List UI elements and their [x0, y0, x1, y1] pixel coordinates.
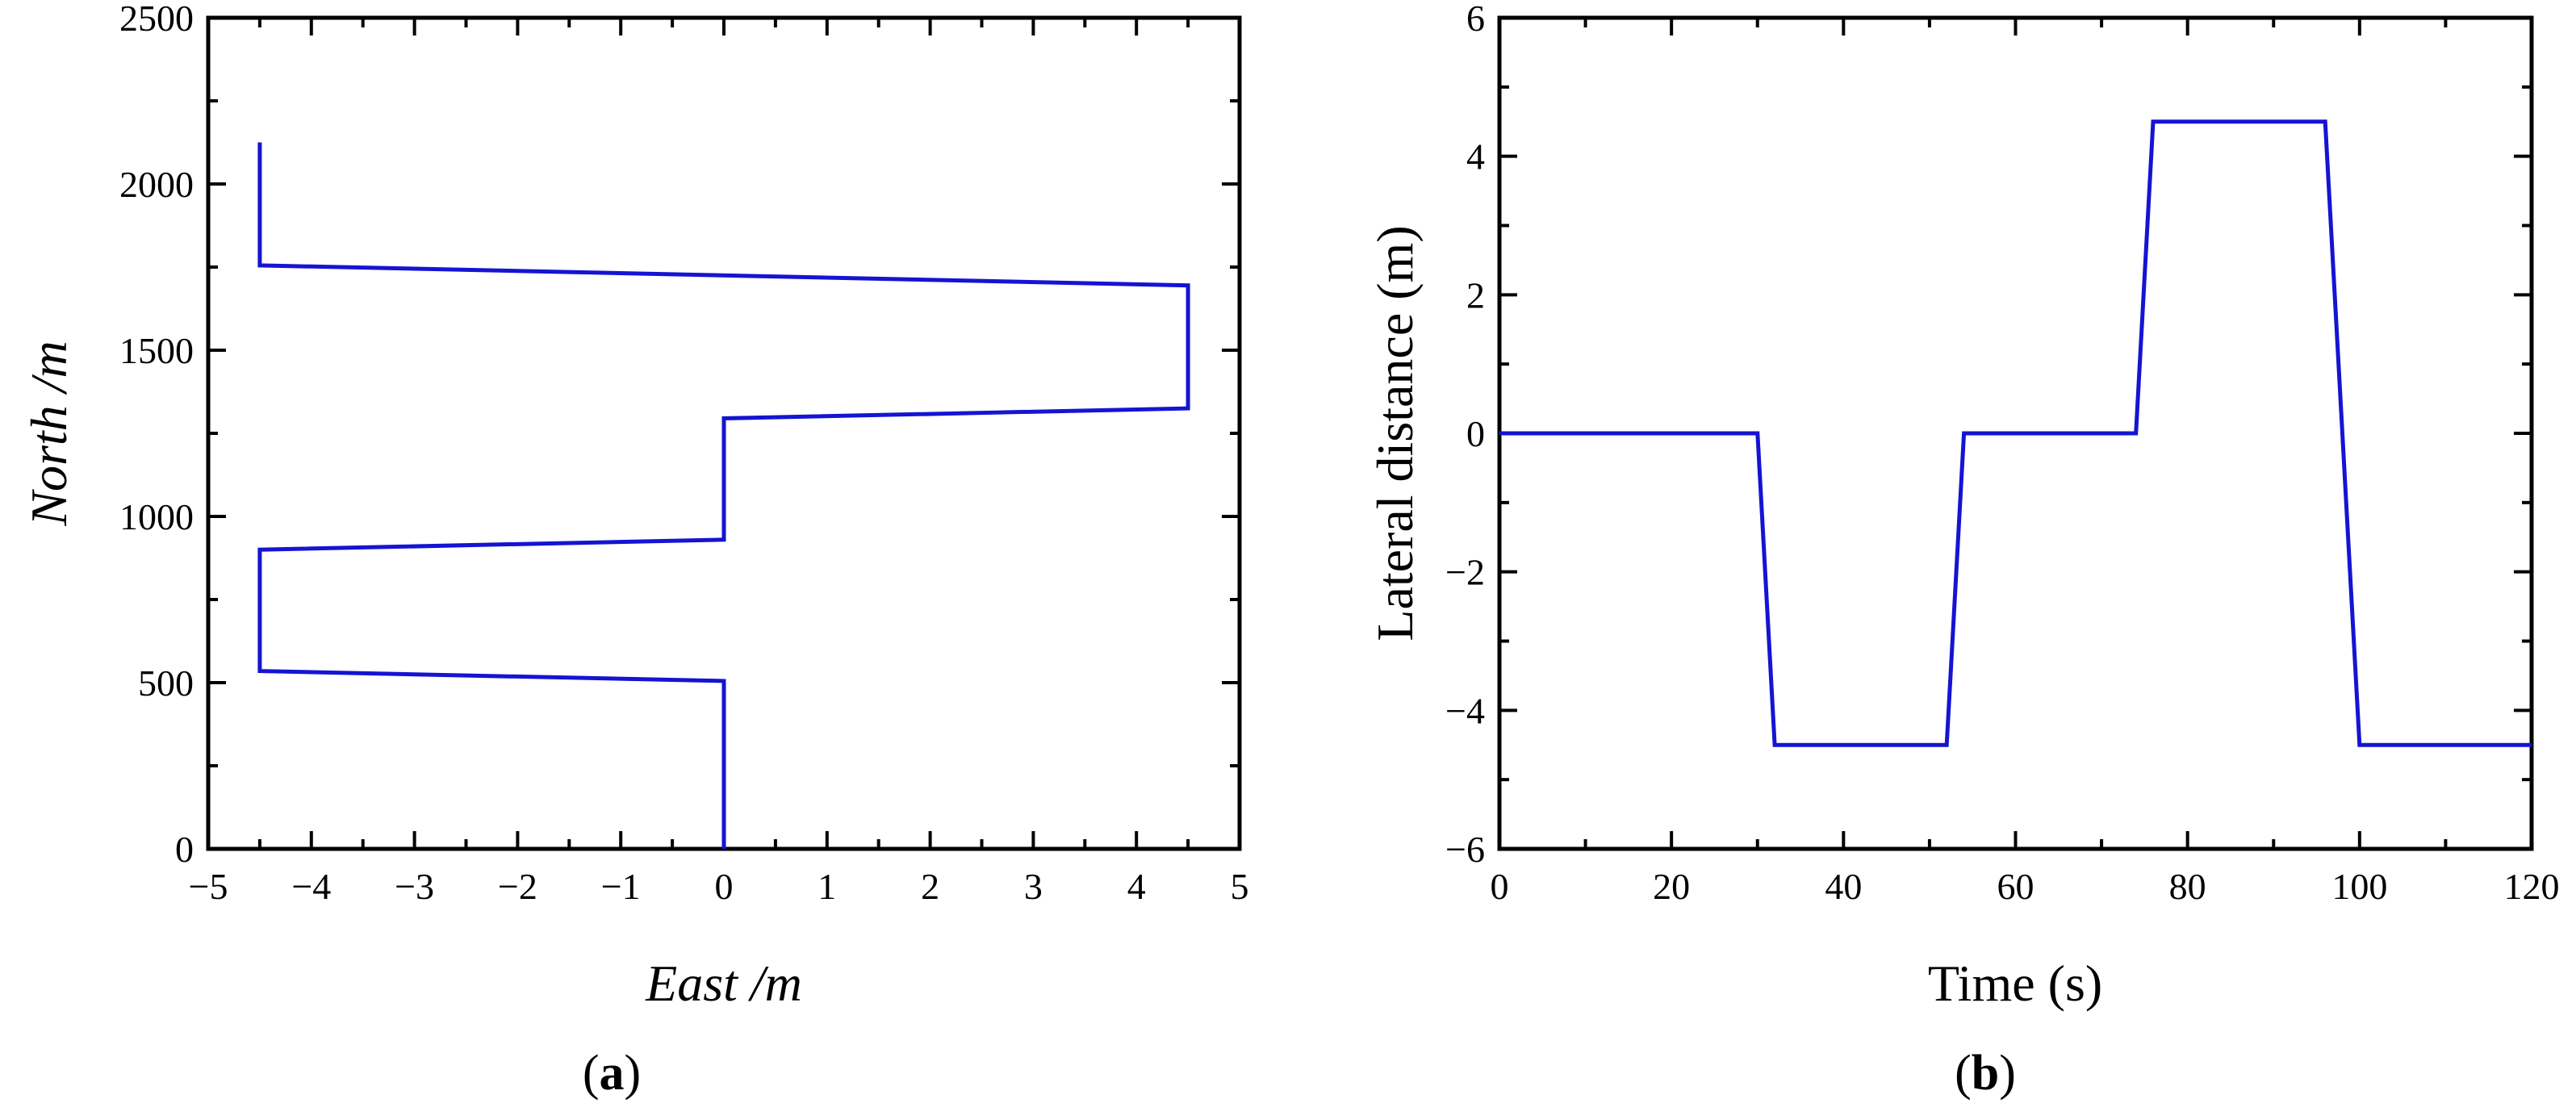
chart2-y-tick-label: 0 [1466, 413, 1485, 454]
chart1-x-tick-label: −5 [189, 866, 228, 907]
chart2-x-tick-label: 120 [2504, 866, 2560, 907]
chart2-y-tick-label: −4 [1445, 690, 1485, 731]
chart1-y-tick-label: 500 [138, 662, 194, 704]
chart1-x-tick-label: 1 [818, 866, 836, 907]
chart2-y-axis-title: Lateral distance (m) [1366, 225, 1424, 641]
chart2-panel-label: (b) [1955, 1046, 2016, 1101]
chart2-x-tick-label: 0 [1491, 866, 1509, 907]
chart1-x-tick-label: 3 [1024, 866, 1043, 907]
chart1-y-tick-label: 2500 [119, 0, 194, 39]
chart1-x-tick-label: −1 [601, 866, 641, 907]
chart1-x-tick-label: −3 [395, 866, 434, 907]
chart2-x-tick-label: 80 [2169, 866, 2206, 907]
chart1-x-axis-title: East /m [645, 955, 802, 1012]
chart2: 0 20 40 60 80 100 120 −6 −4 −2 0 2 4 6 Time (s) Lateral… [1366, 0, 2560, 1101]
chart2-x-tick-label: 60 [1997, 866, 2034, 907]
chart1-y-tick-label: 0 [175, 829, 194, 870]
chart2-y-tick-label: 4 [1466, 136, 1485, 178]
chart2-y-tick-label: −6 [1445, 829, 1485, 870]
chart1-x-tick-label: −4 [291, 866, 331, 907]
chart1-x-tick-label: 0 [715, 866, 734, 907]
chart1-x-tick-label: 4 [1127, 866, 1146, 907]
chart2-series-line [1499, 119, 2532, 747]
chart1-y-tick-label: 1500 [119, 330, 194, 371]
chart1-y-axis-title: North /m [20, 341, 77, 526]
chart1-y-tick-label: 2000 [119, 164, 194, 205]
chart2-y-tick-label: −2 [1445, 552, 1485, 593]
chart2-x-tick-label: 100 [2331, 866, 2387, 907]
chart1-x-tick-label: −2 [498, 866, 537, 907]
chart1-x-tick-label: 5 [1231, 866, 1249, 907]
chart1: −5 −4 −3 −2 −1 0 1 2 3 4 5 0 500 1000 1500 2000 2500 East… [20, 0, 1249, 1101]
chart2-y-tick-label: 6 [1466, 0, 1485, 39]
chart1-series-line [257, 142, 1190, 849]
chart2-x-axis-title: Time (s) [1928, 955, 2102, 1012]
chart1-y-tick-label: 1000 [119, 496, 194, 537]
chart1-x-tick-label: 2 [921, 866, 939, 907]
chart1-panel-label: (a) [583, 1046, 641, 1101]
chart2-x-tick-label: 40 [1825, 866, 1862, 907]
chart2-x-tick-label: 20 [1653, 866, 1690, 907]
chart2-y-tick-label: 2 [1466, 274, 1485, 316]
